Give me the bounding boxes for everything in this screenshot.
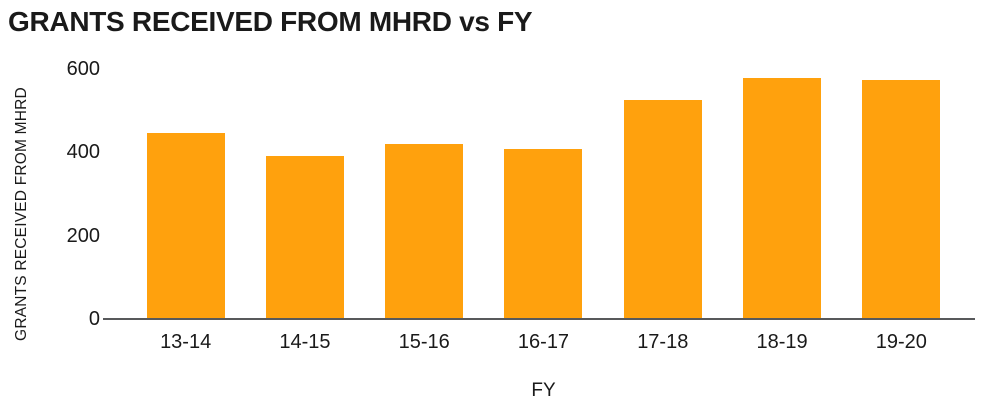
- bar-19-20: [862, 80, 941, 318]
- x-tick-label: 13-14: [160, 331, 212, 353]
- bar-16-17: [504, 148, 583, 318]
- x-axis-title: FY: [531, 380, 556, 401]
- bar-15-16: [385, 144, 464, 318]
- x-tick-label: 18-19: [756, 331, 808, 353]
- y-tick-label: 400: [66, 141, 100, 164]
- bar-slot: [245, 68, 364, 318]
- bar-slot: [603, 68, 722, 318]
- x-tick-label: 16-17: [517, 331, 570, 353]
- bar-slot: [365, 68, 484, 318]
- y-tick-label: 600: [66, 58, 100, 80]
- x-axis-tick-labels: 13-14 14-15 15-16 16-17 17-18 18-19 19-20: [126, 331, 961, 354]
- bar-18-19: [743, 78, 822, 318]
- x-tick-label: 15-16: [398, 331, 450, 353]
- x-axis-line: [103, 318, 975, 320]
- y-tick-label: 0: [88, 308, 100, 330]
- x-tick-label: 19-20: [875, 331, 927, 353]
- x-tick-label: 14-15: [279, 331, 331, 353]
- plot-area: [126, 68, 961, 318]
- bar-17-18: [623, 99, 702, 318]
- bar-14-15: [265, 155, 344, 318]
- chart-title: GRANTS RECEIVED FROM MHRD vs FY: [8, 6, 533, 37]
- y-axis-title: GRANTS RECEIVED FROM MHRD: [13, 87, 30, 341]
- x-tick-label: 17-18: [637, 331, 689, 353]
- bar-slot: [126, 68, 245, 318]
- bar-slot: [722, 68, 841, 318]
- y-tick-label: 200: [66, 224, 100, 247]
- bar-slot: [842, 68, 961, 318]
- bar-slot: [484, 68, 603, 318]
- bar-13-14: [146, 132, 225, 318]
